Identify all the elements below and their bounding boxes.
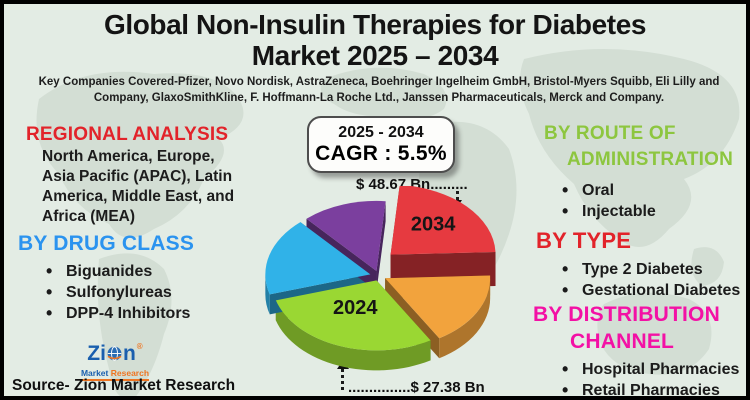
- list-item: Injectable: [560, 201, 656, 222]
- cagr-callout-box: 2025 - 2034 CAGR : 5.5%: [307, 116, 455, 173]
- regional-analysis-text: North America, Europe, Asia Pacific (APA…: [42, 148, 235, 226]
- distribution-list: Hospital Pharmacies Retail Pharmacies: [560, 359, 739, 399]
- pie-slice-2: [275, 280, 431, 351]
- list-item-label: Retail Pharmacies: [582, 382, 720, 399]
- list-item-label: Injectable: [582, 203, 656, 220]
- list-item: Type 2 Diabetes: [560, 259, 740, 280]
- registered-mark: ®: [136, 342, 143, 351]
- pie-slice-4: [306, 200, 386, 271]
- dotted-stem: [456, 191, 459, 200]
- pie-chart: 2034 2024: [265, 186, 496, 371]
- list-item-label: DPP-4 Inhibitors: [66, 305, 191, 322]
- pie-slice-2-arc-wall: [275, 300, 431, 371]
- cagr-period: 2025 - 2034: [338, 123, 424, 141]
- page-title: Global Non-Insulin Therapies for Diabete…: [4, 9, 746, 72]
- pie-slice-1-arc-wall: [439, 278, 491, 359]
- by-distribution-heading-line1: BY DISTRIBUTION: [533, 303, 720, 326]
- logo-subtitle-market: Market: [80, 368, 109, 378]
- zion-market-research-logo: Zi n ® Market Research: [74, 343, 156, 381]
- by-drug-class-heading: BY DRUG CLASS: [18, 232, 195, 255]
- logo-text-prefix: Zi: [87, 342, 106, 365]
- by-route-heading-line1: BY ROUTE OF: [544, 123, 676, 144]
- value-2024-label: $ 27.38 Bn: [410, 379, 485, 396]
- list-item-label: Type 2 Diabetes: [582, 261, 703, 278]
- dotted-leader: ...............: [348, 379, 411, 396]
- logo-wordmark: Zi n ®: [74, 342, 156, 365]
- list-item: Sulfonylureas: [44, 282, 190, 303]
- by-type-heading: BY TYPE: [536, 228, 632, 253]
- pie-slice-0: [390, 186, 496, 255]
- list-item-label: Oral: [582, 182, 615, 199]
- pie-slice-1: [385, 275, 491, 339]
- pie-slice-label-2034: 2034: [411, 214, 456, 236]
- list-item-label: Sulfonylureas: [66, 284, 172, 301]
- pie-slice-label-2024: 2024: [333, 297, 378, 319]
- list-item-label: Gestational Diabetes: [582, 282, 741, 299]
- route-list: Oral Injectable: [560, 180, 656, 222]
- list-item: Hospital Pharmacies: [560, 359, 739, 380]
- drug-class-list: Biguanides Sulfonylureas DPP-4 Inhibitor…: [44, 261, 190, 324]
- list-item: Gestational Diabetes: [560, 280, 740, 301]
- regional-analysis-heading: REGIONAL ANALYSIS: [26, 124, 229, 145]
- list-item: DPP-4 Inhibitors: [44, 303, 190, 324]
- globe-icon: [107, 346, 122, 361]
- list-item: Oral: [560, 180, 656, 201]
- title-line-2: Market 2025 – 2034: [251, 40, 499, 72]
- dotted-leader: .........: [430, 176, 468, 193]
- pie-slice-3-arc-wall: [265, 274, 270, 315]
- pie-slice-3: [265, 222, 371, 295]
- source-text: Source- Zion Market Research: [12, 377, 236, 394]
- title-line-1: Global Non-Insulin Therapies for Diabete…: [103, 9, 647, 40]
- logo-subtitle-research: Research: [110, 368, 150, 378]
- value-2024-annotation: ...............$ 27.38 Bn: [348, 379, 485, 396]
- list-item: Biguanides: [44, 261, 190, 282]
- pie-slice-4-radial-wall: [376, 201, 386, 291]
- type-list: Type 2 Diabetes Gestational Diabetes: [560, 259, 740, 301]
- key-companies-text: Key Companies Covered-Pfizer, Novo Nordi…: [38, 76, 720, 104]
- logo-subtitle: Market Research: [80, 368, 150, 381]
- list-item-label: Biguanides: [66, 263, 153, 280]
- dotted-stem: [341, 369, 344, 390]
- by-distribution-heading-line2: CHANNEL: [570, 330, 675, 353]
- list-item-label: Hospital Pharmacies: [582, 361, 740, 378]
- by-route-heading-line2: ADMINISTRATION: [567, 149, 734, 170]
- list-item: Retail Pharmacies: [560, 380, 739, 399]
- logo-text-suffix: n: [122, 342, 136, 365]
- cagr-value: CAGR : 5.5%: [315, 141, 447, 165]
